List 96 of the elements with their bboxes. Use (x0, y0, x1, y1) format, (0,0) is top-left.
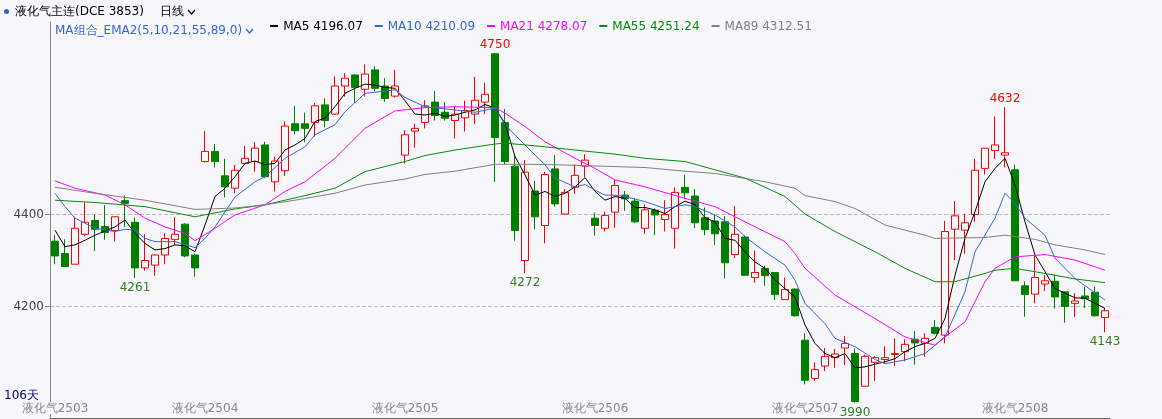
candlestick (301, 112, 309, 143)
candlestick (611, 179, 619, 229)
x-tick-label: 液化气2505 (371, 401, 439, 415)
candlestick (651, 207, 659, 236)
candlestick (291, 105, 299, 135)
chart-subtitle: 日线 (159, 3, 184, 20)
annotation: 4261 (119, 280, 151, 295)
candlestick (551, 154, 559, 208)
candlestick (1021, 280, 1029, 318)
candlestick (411, 123, 419, 149)
candlestick (191, 253, 199, 278)
candlestick (251, 141, 259, 173)
legend-title: MA组合_EMA2(5,10,21,55,89,0) (55, 22, 243, 39)
candlestick (1101, 307, 1109, 333)
candlestick (1001, 106, 1009, 169)
candlestick (961, 213, 969, 255)
candlestick (81, 202, 89, 238)
candlestick (991, 115, 999, 160)
candlestick (851, 347, 859, 404)
candlestick (341, 72, 349, 98)
x-tick-label: 液化气2507 (771, 401, 839, 415)
legend-label: MA89 4312.51 (724, 19, 812, 33)
candlestick (721, 215, 729, 279)
annotation: 4272 (509, 274, 541, 289)
candlestick (741, 235, 749, 277)
text: 106天 (4, 388, 39, 402)
candlestick (681, 174, 689, 200)
chart-title: 液化气主连(DCE 3853) (15, 3, 144, 20)
candlestick (941, 220, 949, 344)
legend-label: MA21 4278.07 (500, 19, 588, 33)
candlestick (861, 353, 869, 387)
candlestick (51, 234, 59, 265)
candlestick (521, 159, 529, 274)
candlestick (371, 65, 379, 93)
candlestick (731, 205, 739, 259)
line-series (54, 163, 1106, 256)
annotation: 4143 (1089, 334, 1121, 349)
legend-label: MA5 4196.07 (283, 19, 363, 33)
candlestick (351, 73, 359, 104)
candlestick (601, 211, 609, 233)
candlestick (331, 75, 339, 116)
candlestick (61, 238, 69, 268)
candlestick (951, 200, 959, 261)
candlestick (751, 249, 759, 284)
candlestick (141, 233, 149, 272)
candlestick (771, 271, 779, 301)
candlestick (481, 82, 489, 115)
candlestick (221, 158, 229, 198)
y-tick-label: 4400 (13, 207, 44, 222)
candlestick (821, 347, 829, 372)
candlestick (1041, 274, 1049, 292)
candlestick (661, 199, 669, 233)
candlestick (531, 180, 539, 230)
candlestick (151, 254, 159, 277)
candlestick (91, 213, 99, 252)
x-tick-label: 液化气2504 (171, 401, 239, 415)
candlestick (311, 102, 319, 138)
candlestick (121, 195, 129, 228)
candlestick (701, 207, 709, 236)
candlestick (781, 277, 789, 301)
candlestick (801, 332, 809, 385)
x-tick-label: 液化气2503 (21, 401, 89, 415)
candlestick (841, 335, 849, 366)
legend-label: MA55 4251.24 (612, 19, 700, 33)
candlestick (971, 158, 979, 223)
annotation: 4632 (989, 91, 1021, 106)
candlestick (401, 129, 409, 164)
candlestick (321, 97, 329, 128)
candlestick (211, 143, 219, 169)
candlestick (511, 154, 519, 242)
candlestick (811, 361, 819, 382)
candlestick (671, 186, 679, 250)
annotation: 4750 (479, 36, 511, 51)
candlestick (201, 130, 209, 163)
candlestick (541, 171, 549, 244)
legend-label: MA10 4210.09 (387, 19, 476, 33)
candlestick (641, 203, 649, 235)
candlestick (1071, 292, 1079, 318)
x-tick-label: 液化气2508 (981, 401, 1049, 415)
candlestick (931, 319, 939, 336)
candlestick (1061, 291, 1069, 324)
candlestick (901, 338, 909, 362)
x-tick-label: 液化气2506 (561, 401, 629, 415)
candlestick (631, 197, 639, 224)
candlestick (261, 141, 269, 179)
candlestick (981, 147, 989, 175)
y-tick-label: 4200 (13, 299, 44, 314)
candlestick (281, 120, 289, 177)
candlestick (891, 337, 899, 367)
candlestick (171, 216, 179, 246)
candlestick (1031, 255, 1039, 304)
candlestick (591, 212, 599, 237)
candlestick (71, 216, 79, 265)
candlestick (131, 217, 139, 279)
annotation: 3990 (839, 404, 871, 419)
candlestick (561, 188, 569, 215)
